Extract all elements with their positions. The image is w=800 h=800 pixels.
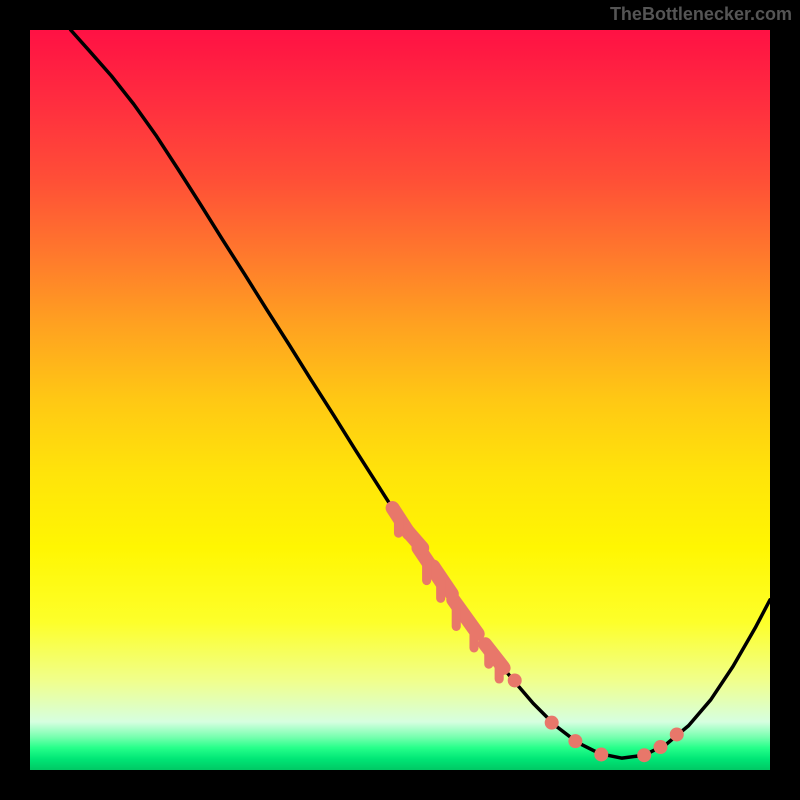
attribution-text: TheBottlenecker.com: [610, 4, 792, 25]
marker-point: [545, 716, 559, 730]
gradient-background: [30, 30, 770, 770]
marker-point: [670, 727, 684, 741]
chart-container: TheBottlenecker.com: [0, 0, 800, 800]
plot-area: [30, 30, 770, 770]
marker-point: [568, 734, 582, 748]
marker-point: [594, 747, 608, 761]
marker-point: [653, 740, 667, 754]
marker-point: [637, 748, 651, 762]
plot-svg: [30, 30, 770, 770]
marker-point: [508, 673, 522, 687]
